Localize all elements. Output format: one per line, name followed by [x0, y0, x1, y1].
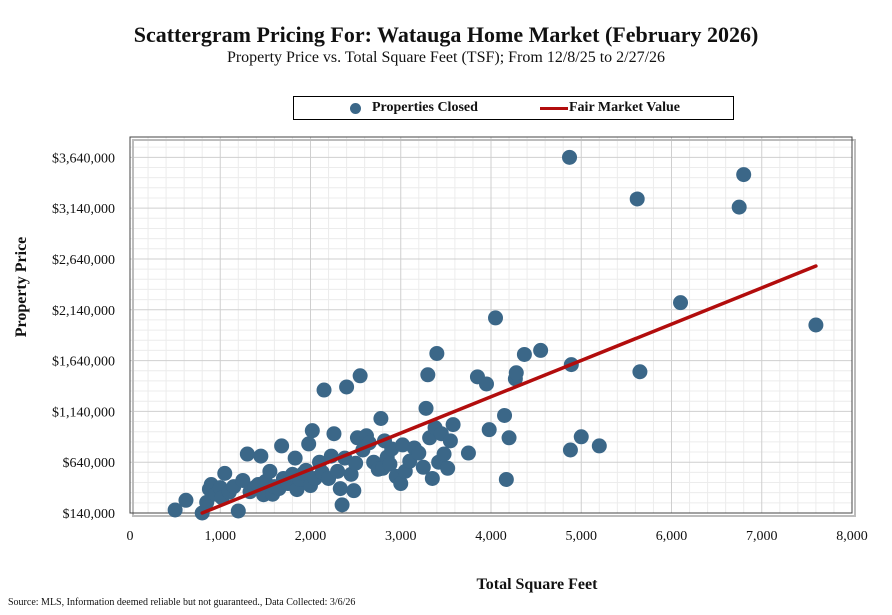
- x-axis-title: Total Square Feet: [477, 576, 599, 593]
- data-point: [301, 436, 317, 452]
- data-point: [253, 448, 269, 464]
- x-tick-label: 2,000: [295, 529, 327, 544]
- data-point: [411, 445, 427, 461]
- data-point: [629, 191, 645, 207]
- data-point: [178, 492, 194, 508]
- data-point: [352, 368, 368, 384]
- x-tick-label: 5,000: [566, 529, 598, 544]
- y-tick-label: $3,640,000: [52, 151, 115, 166]
- data-point: [533, 342, 549, 358]
- legend-label-properties-closed: Properties Closed: [372, 100, 478, 115]
- data-point: [339, 379, 355, 395]
- chart-legend: Properties Closed Fair Market Value: [293, 96, 734, 120]
- data-point: [516, 346, 532, 362]
- data-point: [673, 295, 689, 311]
- data-point: [731, 199, 747, 215]
- data-point: [498, 471, 514, 487]
- y-tick-label: $2,140,000: [52, 304, 115, 319]
- data-point: [287, 450, 303, 466]
- plot-area-frame: [129, 136, 853, 514]
- data-point: [262, 463, 278, 479]
- data-point: [736, 167, 752, 183]
- legend-marker-fair-market-value: [540, 107, 568, 110]
- data-point: [167, 502, 183, 518]
- data-point: [562, 149, 578, 165]
- data-point: [382, 456, 398, 472]
- x-tick-label: 0: [127, 529, 134, 544]
- data-point: [332, 481, 348, 497]
- x-tick-label: 7,000: [746, 529, 778, 544]
- chart-title: Scattergram Pricing For: Watauga Home Ma…: [133, 22, 759, 47]
- data-point: [501, 430, 517, 446]
- y-tick-label: $640,000: [63, 456, 116, 471]
- data-point: [429, 345, 445, 361]
- x-tick-label: 6,000: [656, 529, 688, 544]
- data-point: [440, 460, 456, 476]
- data-point: [395, 437, 411, 453]
- data-point: [230, 503, 246, 519]
- data-point: [442, 433, 458, 449]
- x-tick-label: 1,000: [205, 529, 237, 544]
- data-point: [478, 376, 494, 392]
- data-point: [330, 463, 346, 479]
- data-point: [418, 400, 434, 416]
- data-point: [235, 472, 251, 488]
- data-point: [632, 364, 648, 380]
- data-point: [326, 426, 342, 442]
- chart-subtitle: Property Price vs. Total Square Feet (TS…: [226, 49, 666, 66]
- legend-marker-properties-closed: [350, 103, 361, 114]
- data-point: [436, 446, 452, 462]
- data-point: [808, 317, 824, 333]
- y-axis-title: Property Price: [13, 237, 30, 338]
- data-point: [488, 310, 504, 326]
- data-point: [274, 438, 290, 454]
- data-point: [573, 429, 589, 445]
- data-point: [424, 470, 440, 486]
- data-point: [497, 407, 513, 423]
- data-point: [334, 497, 350, 513]
- data-point: [393, 476, 409, 492]
- data-point: [415, 459, 431, 475]
- fair-market-value-line: [200, 264, 818, 515]
- data-point: [239, 446, 255, 462]
- data-point: [346, 483, 362, 499]
- data-point: [316, 382, 332, 398]
- data-point: [373, 410, 389, 426]
- data-point: [348, 455, 364, 471]
- x-tick-label: 8,000: [836, 529, 868, 544]
- data-point: [508, 365, 524, 381]
- y-tick-label: $1,640,000: [52, 355, 115, 370]
- data-point: [217, 465, 233, 481]
- data-point: [591, 438, 607, 454]
- y-tick-label: $1,140,000: [52, 405, 115, 420]
- y-tick-label: $3,140,000: [52, 202, 115, 217]
- x-tick-label: 3,000: [385, 529, 417, 544]
- data-point: [420, 367, 436, 383]
- x-tick-label: 4,000: [475, 529, 507, 544]
- source-note: Source: MLS, Information deemed reliable…: [8, 597, 356, 608]
- data-point: [460, 445, 476, 461]
- y-tick-label: $2,640,000: [52, 253, 115, 268]
- plot-area-shadow: [132, 139, 856, 517]
- data-point: [562, 442, 578, 458]
- legend-label-fair-market-value: Fair Market Value: [569, 100, 680, 115]
- data-point: [304, 423, 320, 439]
- y-tick-label: $140,000: [63, 507, 116, 522]
- data-point: [481, 422, 497, 438]
- data-point: [445, 417, 461, 433]
